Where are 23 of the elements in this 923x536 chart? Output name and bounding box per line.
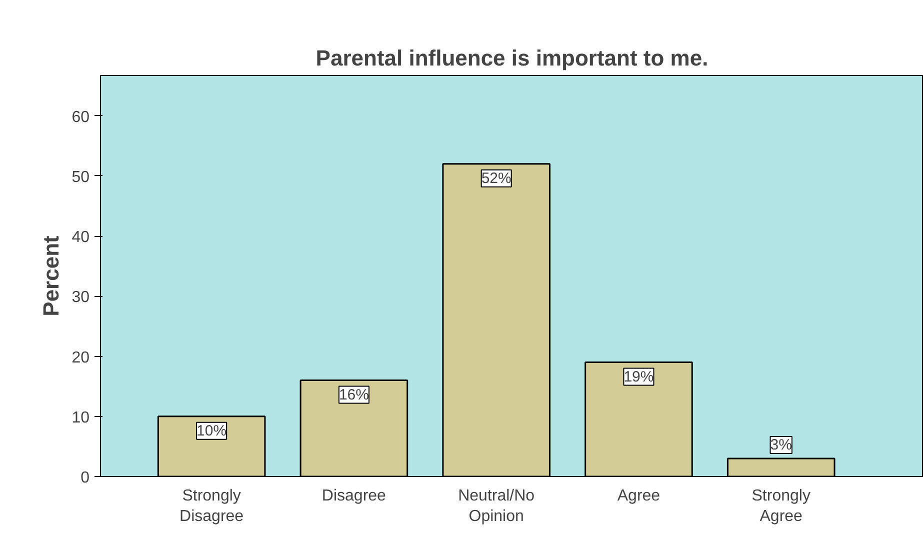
y-tick-label: 40: [72, 229, 90, 246]
y-tick-label: 10: [72, 409, 90, 426]
y-tick-label: 0: [80, 470, 90, 486]
y-tick-label: 60: [72, 108, 90, 126]
data-label: 52%: [481, 170, 512, 187]
x-tick-label: Neutral/No Opinion: [458, 488, 535, 525]
y-tick-label: 30: [72, 289, 90, 306]
chart-title: Parental influence is important to me.: [316, 46, 708, 70]
data-label: 16%: [338, 386, 369, 404]
y-tick-label: 50: [72, 168, 90, 186]
bar: [584, 362, 693, 476]
data-label: 10%: [196, 422, 227, 440]
x-tick-label: Disagree: [322, 488, 386, 504]
y-tick-label: 20: [72, 349, 90, 366]
bar: [157, 416, 266, 476]
y-axis-title: Percent: [38, 234, 64, 316]
bar: [300, 380, 408, 476]
x-tick-label: Agree: [617, 488, 660, 504]
data-label: 3%: [770, 436, 792, 454]
x-tick-label: Strongly Agree: [752, 488, 810, 525]
x-tick-label: Strongly Disagree: [180, 488, 244, 525]
bar: [726, 458, 836, 476]
bar: [442, 163, 550, 476]
